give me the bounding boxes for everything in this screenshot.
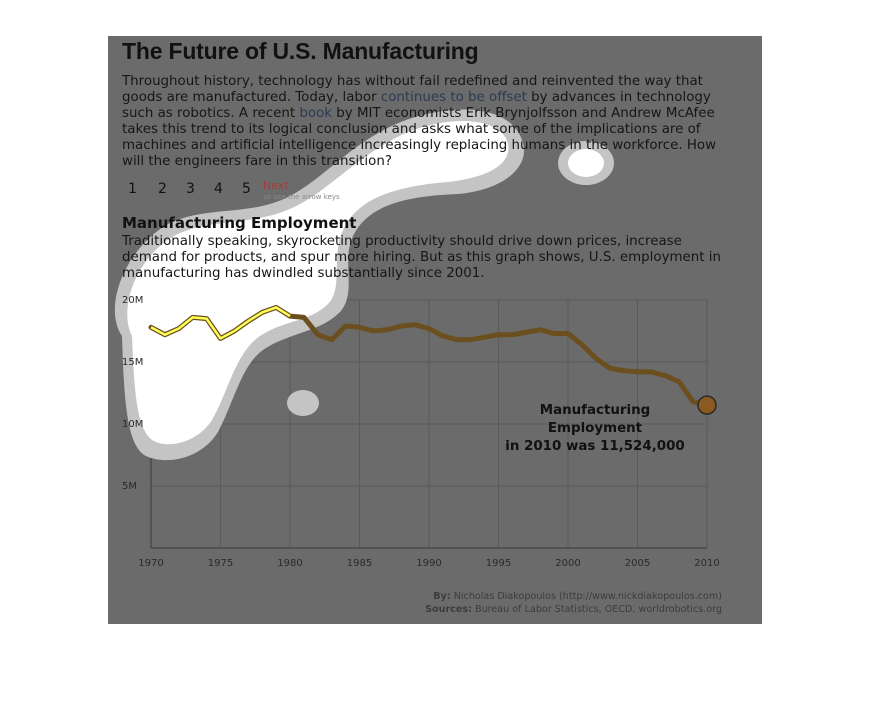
data-point bbox=[344, 324, 348, 328]
sources-line: Sources: Bureau of Labor Statistics, OEC… bbox=[425, 603, 722, 616]
gaze-halo-dot bbox=[287, 390, 319, 416]
data-point bbox=[649, 370, 653, 374]
data-point bbox=[163, 333, 167, 337]
data-point bbox=[455, 338, 459, 342]
page-3-link[interactable]: 3 bbox=[186, 181, 195, 197]
page-5-link[interactable]: 5 bbox=[242, 181, 251, 197]
data-point bbox=[399, 324, 403, 328]
data-point bbox=[552, 331, 556, 335]
data-point bbox=[149, 325, 153, 329]
data-point bbox=[608, 366, 612, 370]
data-point bbox=[274, 305, 278, 309]
data-point bbox=[566, 331, 570, 335]
x-tick-label: 1990 bbox=[416, 558, 441, 569]
data-point bbox=[427, 327, 431, 331]
book-link[interactable]: book bbox=[299, 106, 333, 121]
data-point bbox=[663, 374, 667, 378]
page-title: The Future of U.S. Manufacturing bbox=[122, 38, 479, 64]
x-tick-label: 2000 bbox=[555, 558, 580, 569]
data-point bbox=[302, 315, 306, 319]
intro-text-c: by MIT economists Erik Brynjolfsson and … bbox=[122, 106, 717, 169]
graphic-panel: 1970 1975 1980 1985 1990 1995 2000 2005 2010 5M 10… bbox=[108, 36, 762, 624]
data-point bbox=[469, 338, 473, 342]
section-heading: Manufacturing Employment bbox=[122, 214, 357, 232]
y-tick-label: 10M bbox=[122, 419, 143, 430]
data-point bbox=[497, 333, 501, 337]
data-point bbox=[441, 334, 445, 338]
intro-paragraph: Throughout history, technology has witho… bbox=[122, 74, 728, 170]
data-point bbox=[288, 314, 292, 318]
x-tick-label: 1980 bbox=[277, 558, 302, 569]
x-tick-label: 1995 bbox=[486, 558, 511, 569]
page-4-link[interactable]: 4 bbox=[214, 181, 223, 197]
sources-value: Bureau of Labor Statistics, OECD, worldr… bbox=[475, 604, 722, 615]
annotation-line-2: in 2010 was 11,524,000 bbox=[505, 439, 685, 454]
tick-labels: 1970 1975 1980 1985 1990 1995 2000 2005 2010 5M 10… bbox=[122, 295, 720, 569]
data-point bbox=[510, 333, 514, 337]
credits: By: Nicholas Diakopoulos (http://www.nic… bbox=[425, 590, 722, 616]
data-point bbox=[622, 369, 626, 373]
x-tick-label: 2005 bbox=[625, 558, 650, 569]
data-point bbox=[594, 356, 598, 360]
chart: 1970 1975 1980 1985 1990 1995 2000 2005 2010 5M 10… bbox=[114, 109, 720, 569]
page-2-link[interactable]: 2 bbox=[158, 181, 167, 197]
data-point bbox=[260, 310, 264, 314]
data-point bbox=[677, 380, 681, 384]
data-point bbox=[316, 333, 320, 337]
by-value[interactable]: Nicholas Diakopoulos (http://www.nickdia… bbox=[453, 591, 722, 602]
data-point bbox=[246, 319, 250, 323]
data-point bbox=[524, 330, 528, 334]
data-point bbox=[330, 338, 334, 342]
x-tick-label: 2010 bbox=[694, 558, 719, 569]
annotation-line-1: Manufacturing Employment bbox=[539, 403, 651, 436]
end-marker bbox=[697, 395, 717, 415]
data-point bbox=[219, 336, 223, 340]
intro-text-a: Throughout history, technology has witho… bbox=[122, 74, 703, 105]
data-point bbox=[232, 329, 236, 333]
next-button[interactable]: Next bbox=[263, 179, 289, 192]
x-tick-label: 1985 bbox=[347, 558, 372, 569]
by-label: By: bbox=[433, 591, 451, 602]
data-point bbox=[483, 335, 487, 339]
data-point bbox=[385, 328, 389, 332]
gaze-trace bbox=[150, 306, 291, 340]
data-point bbox=[538, 328, 542, 332]
next-hint: or use the arrow keys bbox=[264, 193, 340, 201]
offset-link[interactable]: continues to be offset bbox=[380, 90, 527, 105]
data-point bbox=[205, 317, 209, 321]
y-tick-label: 5M bbox=[122, 481, 137, 492]
y-tick-label: 15M bbox=[122, 357, 143, 368]
gaze-overlay bbox=[114, 109, 614, 461]
section-text: Traditionally speaking, skyrocketing pro… bbox=[122, 234, 721, 281]
data-point bbox=[636, 370, 640, 374]
data-point bbox=[177, 327, 181, 331]
byline: By: Nicholas Diakopoulos (http://www.nic… bbox=[425, 590, 722, 603]
page-1-link[interactable]: 1 bbox=[128, 181, 137, 197]
data-point bbox=[580, 343, 584, 347]
data-point bbox=[413, 323, 417, 327]
gaze-hotspot bbox=[127, 120, 509, 445]
data-point bbox=[358, 325, 362, 329]
y-tick-label: 20M bbox=[122, 295, 143, 306]
gaze-hotspot-small bbox=[568, 149, 604, 177]
intro-text-b: by advances in technology such as roboti… bbox=[122, 90, 711, 121]
x-tick-label: 1970 bbox=[138, 558, 163, 569]
data-point bbox=[191, 315, 195, 319]
x-tick-label: 1975 bbox=[208, 558, 233, 569]
sources-label: Sources: bbox=[425, 604, 472, 615]
series-layer bbox=[148, 304, 717, 415]
data-point bbox=[691, 400, 695, 404]
chart-annotation: Manufacturing Employment in 2010 was 11,… bbox=[500, 402, 690, 456]
data-point bbox=[371, 329, 375, 333]
